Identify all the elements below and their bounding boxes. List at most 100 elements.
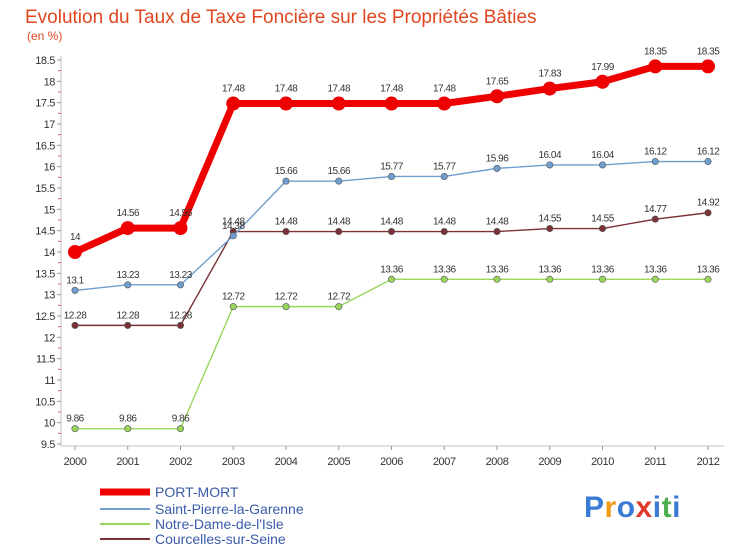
chart-svg: Evolution du Taux de Taxe Foncière sur l… bbox=[0, 0, 750, 550]
proxiti-logo-text: Proxiti bbox=[584, 491, 681, 524]
data-point bbox=[336, 303, 342, 309]
y-tick-label: 17.5 bbox=[35, 98, 55, 110]
y-tick-label: 14.5 bbox=[35, 226, 55, 238]
y-tick-label: 10 bbox=[44, 418, 56, 430]
data-label: 9.86 bbox=[66, 414, 84, 425]
data-point bbox=[174, 221, 188, 235]
data-point bbox=[437, 97, 451, 111]
data-point bbox=[72, 287, 78, 293]
data-point bbox=[441, 228, 447, 234]
data-label: 16.12 bbox=[697, 147, 720, 158]
axes bbox=[58, 56, 724, 446]
y-tick-label: 11 bbox=[44, 375, 55, 387]
data-label: 13.36 bbox=[380, 264, 403, 275]
data-label: 14.48 bbox=[327, 217, 350, 228]
data-point bbox=[494, 276, 500, 282]
legend-item: Courcelles-sur-Seine bbox=[100, 531, 286, 547]
data-label: 14.56 bbox=[116, 208, 139, 219]
x-tick-label: 2012 bbox=[697, 456, 720, 468]
data-label: 12.72 bbox=[275, 292, 298, 303]
data-point bbox=[121, 221, 135, 235]
y-axis-unit-label: (en %) bbox=[27, 29, 62, 43]
legend-label: Notre-Dame-de-l'Isle bbox=[155, 516, 284, 532]
data-point bbox=[547, 225, 553, 231]
data-label: 13.36 bbox=[644, 264, 667, 275]
data-label: 15.77 bbox=[433, 161, 456, 172]
data-label: 14.77 bbox=[644, 204, 667, 215]
data-point bbox=[230, 233, 236, 239]
data-point bbox=[599, 225, 605, 231]
data-label: 14.92 bbox=[697, 198, 720, 209]
x-tick-label: 2006 bbox=[380, 456, 403, 468]
data-label: 18.35 bbox=[697, 46, 720, 57]
data-point bbox=[441, 276, 447, 282]
data-point bbox=[68, 245, 82, 259]
data-label: 16.04 bbox=[538, 150, 561, 161]
data-label: 9.86 bbox=[172, 414, 190, 425]
series-line bbox=[75, 279, 708, 428]
x-tick-label: 2009 bbox=[538, 456, 561, 468]
data-point bbox=[336, 228, 342, 234]
data-point bbox=[125, 425, 131, 431]
data-label: 12.28 bbox=[64, 310, 87, 321]
data-label: 15.66 bbox=[275, 166, 298, 177]
data-label: 12.28 bbox=[169, 310, 192, 321]
y-tick-label: 17 bbox=[44, 119, 56, 131]
data-label: 17.83 bbox=[538, 69, 561, 80]
y-tick-label: 14 bbox=[44, 247, 56, 259]
data-point bbox=[701, 59, 715, 73]
y-tick-label: 16.5 bbox=[35, 140, 55, 152]
y-tick-label: 11.5 bbox=[36, 354, 55, 366]
y-tick-label: 16 bbox=[44, 162, 56, 174]
x-tick-label: 2004 bbox=[275, 456, 298, 468]
data-label: 13.36 bbox=[433, 264, 456, 275]
data-label: 17.99 bbox=[591, 62, 614, 73]
data-label: 15.66 bbox=[327, 166, 350, 177]
x-tick-label: 2007 bbox=[433, 456, 456, 468]
data-label: 13.36 bbox=[591, 264, 614, 275]
y-tick-label: 15 bbox=[44, 204, 56, 216]
data-point bbox=[705, 276, 711, 282]
data-point bbox=[705, 158, 711, 164]
x-tick-label: 2002 bbox=[169, 456, 192, 468]
x-tick-label: 2011 bbox=[644, 456, 666, 468]
data-point bbox=[177, 282, 183, 288]
data-label: 13.23 bbox=[116, 270, 139, 281]
x-tick-label: 2005 bbox=[327, 456, 350, 468]
proxiti-logo: Proxiti bbox=[584, 491, 681, 524]
legend-item: PORT-MORT bbox=[100, 484, 239, 500]
data-label: 9.86 bbox=[119, 414, 137, 425]
legend-label: Courcelles-sur-Seine bbox=[155, 531, 286, 547]
data-label: 14.48 bbox=[275, 217, 298, 228]
data-label: 13.1 bbox=[66, 275, 84, 286]
y-axis-ticks: 9.5 10 10.5 11 11.5 12 12.5 13 13.5 14 14.5 15 15.5 1… bbox=[35, 55, 61, 451]
data-label: 18.35 bbox=[644, 46, 667, 57]
data-label: 14.38 bbox=[222, 221, 245, 232]
y-tick-label: 9.5 bbox=[41, 439, 55, 451]
x-tick-label: 2001 bbox=[116, 456, 139, 468]
data-point bbox=[547, 162, 553, 168]
legend-item: Notre-Dame-de-l'Isle bbox=[100, 516, 284, 532]
legend: PORT-MORTSaint-Pierre-la-GarenneNotre-Da… bbox=[100, 484, 304, 547]
data-point bbox=[652, 158, 658, 164]
legend-label: PORT-MORT bbox=[155, 484, 239, 500]
data-label: 16.12 bbox=[644, 147, 667, 158]
series-2: 9.86 9.86 9.86 12.72 12.72 12.72 13.36 13.36 13.… bbox=[66, 264, 720, 432]
data-label: 12.28 bbox=[116, 310, 139, 321]
data-label: 17.48 bbox=[222, 84, 245, 95]
data-point bbox=[72, 425, 78, 431]
data-point bbox=[177, 322, 183, 328]
data-point bbox=[652, 276, 658, 282]
data-label: 13.23 bbox=[169, 270, 192, 281]
data-label: 15.96 bbox=[486, 153, 509, 164]
chart-title: Evolution du Taux de Taxe Foncière sur l… bbox=[25, 7, 537, 28]
data-label: 14.48 bbox=[433, 217, 456, 228]
data-label: 14.48 bbox=[380, 217, 403, 228]
data-point bbox=[547, 276, 553, 282]
chart: Evolution du Taux de Taxe Foncière sur l… bbox=[0, 0, 750, 550]
data-point bbox=[596, 75, 610, 89]
data-label: 17.48 bbox=[433, 84, 456, 95]
data-point bbox=[388, 173, 394, 179]
data-label: 13.36 bbox=[486, 264, 509, 275]
